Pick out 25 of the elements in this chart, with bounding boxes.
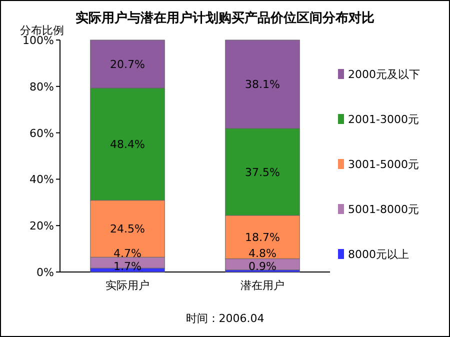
- text: 时间：2006.04: [186, 312, 264, 325]
- y-axis-title: 分布比例: [20, 24, 64, 37]
- legend: 5001-8000元: [338, 203, 419, 216]
- legend: 2001-3000元: [338, 113, 419, 126]
- y-tick-label: 0%: [36, 266, 54, 279]
- data-label: 24.5%: [110, 222, 145, 236]
- legend: 3001-5000元: [338, 158, 419, 171]
- data-label: 37.5%: [245, 166, 280, 179]
- chart-title: 实际用户与潜在用户计划购买产品价位区间分布对比: [76, 10, 374, 26]
- data-label: 38.1%: [245, 78, 280, 92]
- data-label: 20.7%: [110, 58, 145, 72]
- data-label: 4.7%: [114, 247, 142, 260]
- x-tick-label: 实际用户: [106, 279, 150, 292]
- legend: 8000元以上: [338, 248, 409, 261]
- y-tick-label: 20%: [30, 220, 54, 233]
- data-label: 4.8%: [248, 247, 276, 260]
- x-tick-label: 潜在用户: [240, 279, 284, 292]
- data-label: 0.9%: [248, 260, 276, 273]
- legend: 2000元及以下: [338, 68, 420, 81]
- y-tick-label: 100%: [22, 34, 54, 47]
- y-tick-label: 80%: [30, 80, 54, 94]
- data-label: 48.4%: [110, 138, 145, 152]
- y-tick-label: 60%: [30, 126, 54, 140]
- data-label: 18.7%: [245, 231, 280, 244]
- y-tick-label: 40%: [30, 173, 54, 186]
